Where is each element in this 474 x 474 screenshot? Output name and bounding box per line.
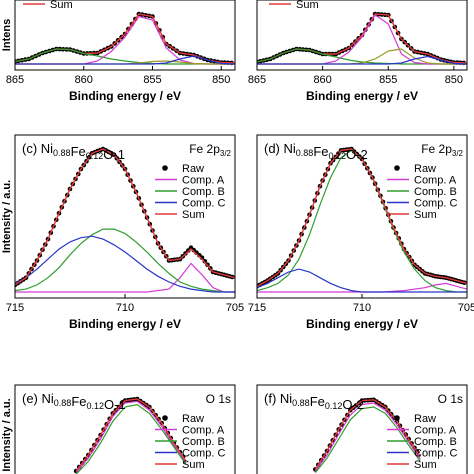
panel-e: Intensity / a.u. (e) Ni0.88Fe0.12O-1 O 1sR… [1,384,236,474]
core-level-label: Fe 2p3/2 [421,142,463,158]
comp-b-line [75,403,187,474]
x-tick-label: 705 [226,302,244,314]
legend-label: Raw [414,413,436,425]
x-axis-label: Binding energy / eV [306,89,418,103]
plot-area-f [313,397,421,473]
comp-b-line [15,228,235,293]
legend: Sum [23,0,73,11]
legend-label: Comp. B [414,186,457,198]
axes-frame [14,0,236,71]
x-axis-label: Binding energy / eV [69,317,181,331]
panel-a: 865 860 855 850 Binding energy / eV Intens Sum [1,0,236,103]
legend-label: Comp. B [182,186,225,198]
legend-marker-raw [394,165,400,171]
x-tick-label: 710 [353,302,371,314]
panel-title: (c) Ni0.88Fe0.12O-1 [22,141,125,162]
axes-frame [14,384,236,474]
legend-label: Sum [182,459,205,471]
legend-label: Comp. B [182,436,225,448]
x-tick-label: 715 [6,302,24,314]
x-axis-label: Binding energy / eV [69,89,181,103]
y-axis-label: Intensity / a.u. [1,398,13,471]
comp-a-line [314,402,421,472]
x-tick-label: 860 [75,74,93,86]
sum-line [75,398,187,472]
comp-a-line [15,262,235,293]
legend-label: Sum [414,209,437,221]
plot-area-d [257,146,467,293]
plot-area-c [15,146,235,293]
panel-d: 715 710 705 Binding energy / eV (d) Ni0.88Fe… [248,134,474,331]
legend-marker-raw [162,415,168,421]
x-tick-label: 855 [143,74,161,86]
comp-a-line [75,400,187,473]
panel-c: 715 710 705 Binding energy / eV Intensity / … [1,134,244,331]
comp-b-line [314,406,421,473]
legend-label: Sum [50,0,73,11]
legend-label: Comp. C [414,448,457,460]
y-axis-label: Intensity / a.u. [1,180,13,253]
x-tick-label: 860 [313,74,331,86]
legend-label: Comp. C [414,198,457,210]
legend-label: Comp. A [182,175,225,187]
sum-line [15,13,235,64]
sum-line [257,148,467,287]
comp-c-line [15,235,235,293]
core-level-label: O 1s [438,392,463,406]
legend-label: Raw [182,413,204,425]
plot-area-b [257,11,467,66]
panel-b: 865 860 855 850 Binding energy / eV Sum [248,0,468,103]
core-level-label: Fe 2p3/2 [189,142,231,158]
legend-label: Sum [296,0,319,11]
x-axis-label: Binding energy / eV [306,317,418,331]
comp-c-line [257,268,467,293]
axes-frame [256,0,468,71]
legend-label: Raw [182,163,204,175]
legend-marker-raw [394,415,400,421]
legend-label: Comp. A [414,425,457,437]
panel-title: (d) Ni0.88Fe0.12O-2 [264,141,368,162]
x-tick-label: 710 [116,302,134,314]
legend-label: Comp. C [182,198,225,210]
x-tick-label: 855 [379,74,397,86]
x-tick-label: 865 [6,74,24,86]
sum-line [15,148,235,286]
panel-title: (e) Ni0.88Fe0.12O-1 [22,391,126,412]
component-line [257,55,467,65]
x-tick-label: 850 [445,74,463,86]
panel-title: (f) Ni0.88Fe0.12O-2 [264,391,364,412]
x-tick-label: 705 [458,302,474,314]
legend-label: Raw [414,163,436,175]
core-level-label: O 1s [206,392,231,406]
y-axis-label: Intens [1,19,13,51]
legend-label: Comp. A [182,425,225,437]
component-line [15,55,235,65]
legend: Sum [269,0,319,11]
sum-line [314,399,421,470]
legend-label: Sum [414,459,437,471]
x-tick-label: 850 [212,74,230,86]
legend-label: Comp. A [414,175,457,187]
x-tick-label: 865 [248,74,266,86]
legend-marker-raw [162,165,168,171]
x-tick-label: 715 [248,302,266,314]
legend-label: Sum [182,209,205,221]
legend-label: Comp. B [414,436,457,448]
legend-label: Comp. C [182,448,225,460]
axes-frame [256,384,468,474]
plot-area-a [15,11,235,66]
